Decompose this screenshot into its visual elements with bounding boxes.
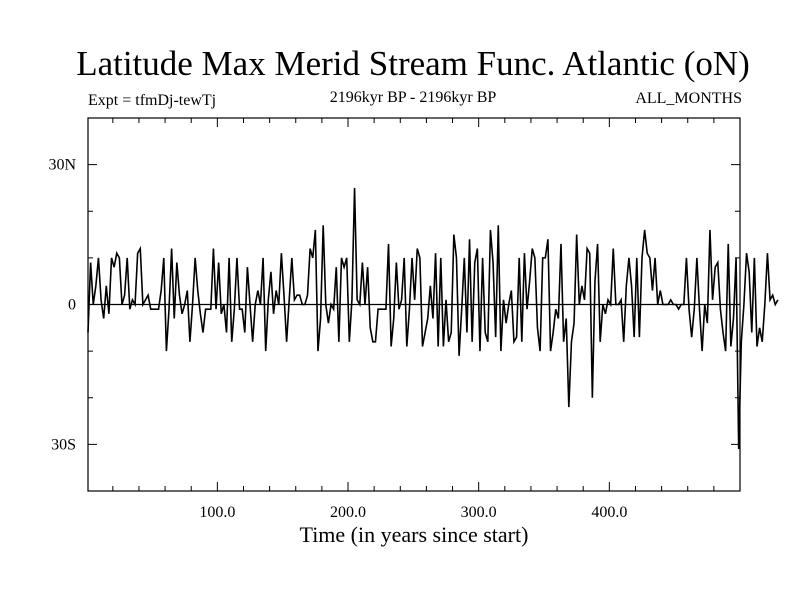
x-axis-label: Time (in years since start) — [299, 522, 529, 547]
y-tick-label: 30N — [48, 157, 76, 174]
chart-title: Latitude Max Merid Stream Func. Atlantic… — [76, 44, 750, 83]
x-tick-label: 200.0 — [330, 504, 366, 521]
x-tick-label: 100.0 — [199, 504, 235, 521]
period-label: 2196kyr BP - 2196kyr BP — [329, 89, 497, 106]
x-tick-label: 300.0 — [461, 504, 497, 521]
months-label: ALL_MONTHS — [635, 90, 742, 107]
series-line-1 — [87, 187, 779, 450]
y-tick-label: 0 — [68, 297, 76, 314]
x-tick-label: 400.0 — [591, 504, 627, 521]
experiment-label: Expt = tfmDj-tewTj — [88, 92, 217, 109]
y-tick-label: 30S — [51, 436, 76, 453]
